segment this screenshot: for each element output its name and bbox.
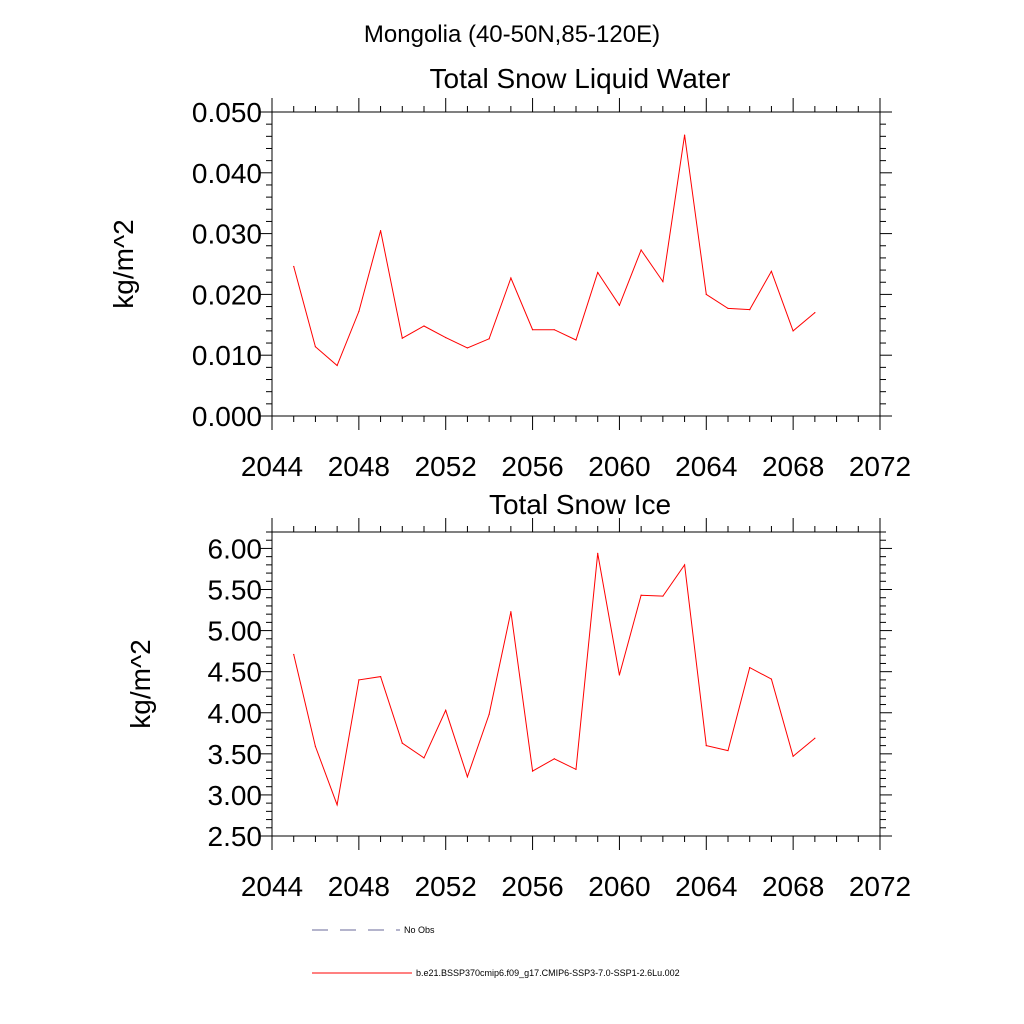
data-point [662,281,664,283]
y-tick-label: 3.00 [208,780,263,811]
data-point [575,339,577,341]
data-point [814,737,816,739]
data-point [379,676,382,678]
y-tick-label: 0.040 [192,158,262,189]
data-point [705,293,707,295]
data-point [401,337,403,339]
data-point [749,309,751,311]
x-tick-label: 2072 [849,451,911,482]
x-tick-label: 2044 [241,451,303,482]
data-point [640,249,642,251]
x-tick-label: 2060 [588,871,650,902]
y-tick-label: 5.00 [208,616,263,647]
data-point [531,329,534,331]
data-point [466,347,469,349]
data-point [727,307,729,309]
legend-obs-label: No Obs [404,925,435,935]
x-tick-label: 2056 [501,451,563,482]
data-point [336,804,338,806]
data-point [770,270,773,272]
data-point [445,336,447,339]
data-point [379,229,382,232]
data-point [640,594,642,596]
data-point [314,745,317,748]
data-point [553,329,555,331]
data-point [792,755,794,757]
data-point [553,758,555,760]
chart-snow-ice: Total Snow Ice 2.50 3.00 3.50 4.00 4.50 5.00 5.… [125,489,911,902]
data-point [358,679,360,681]
data-point [293,653,295,656]
y-tick-label: 3.50 [208,739,263,770]
y-tick-label: 4.50 [208,657,263,688]
data-point [293,265,295,268]
y-tick-label: 2.50 [208,821,263,852]
series-line [293,553,816,807]
data-point [510,277,512,279]
data-point [401,742,403,744]
plot-frame [271,531,881,837]
data-point [597,271,599,274]
x-tick-label: 2048 [328,451,390,482]
data-point [662,595,664,597]
data-point [770,678,773,680]
data-point [727,749,729,752]
y-tick-label: 5.50 [208,575,263,606]
y-tick-label: 0.010 [192,340,262,371]
y-tick-label: 0.030 [192,219,262,250]
x-tick-label: 2052 [415,871,477,902]
data-point [814,312,816,314]
y-tick-label: 0.000 [192,401,262,432]
y-tick-label: 4.00 [208,698,263,729]
data-point [336,364,338,367]
x-tick-label: 2052 [415,451,477,482]
data-point [597,552,599,554]
data-point [358,310,360,313]
data-point [445,709,447,711]
x-tick-label: 2068 [762,871,824,902]
data-point [510,611,512,613]
data-point [683,564,686,566]
chart-snow-liquid-water: Total Snow Liquid Water 0.000 0.010 0.020 0.… [108,63,911,482]
y-tick-label: 0.020 [192,279,262,310]
plot-frame [271,111,881,417]
data-point [792,330,794,332]
data-point [531,770,534,772]
x-tick-label: 2060 [588,451,650,482]
series-line [293,135,816,367]
data-point [423,325,425,327]
data-point [314,346,317,348]
x-tick-label: 2048 [328,871,390,902]
data-point [466,776,469,778]
data-point [705,745,707,747]
figure-supertitle: Mongolia (40-50N,85-120E) [364,21,660,48]
x-tick-label: 2044 [241,871,303,902]
data-point [488,713,490,716]
legend: No Obs b.e21.BSSP370cmip6.f09_g17.CMIP6-… [312,925,680,978]
data-point [488,338,490,340]
data-point [618,674,621,676]
chart-title: Total Snow Liquid Water [430,63,731,94]
y-tick-label: 0.050 [192,97,262,128]
y-tick-label: 6.00 [208,533,263,564]
data-point [423,757,425,759]
x-tick-label: 2064 [675,871,737,902]
data-point [618,304,621,306]
data-point [683,134,686,136]
y-axis-label: kg/m^2 [108,219,139,308]
data-point [749,666,751,669]
legend-model-label: b.e21.BSSP370cmip6.f09_g17.CMIP6-SSP3-7.… [416,968,680,978]
x-tick-label: 2056 [501,871,563,902]
x-tick-label: 2072 [849,871,911,902]
chart-title: Total Snow Ice [489,489,671,520]
x-tick-label: 2064 [675,451,737,482]
x-tick-label: 2068 [762,451,824,482]
y-axis-label: kg/m^2 [125,639,156,728]
data-point [575,768,577,771]
